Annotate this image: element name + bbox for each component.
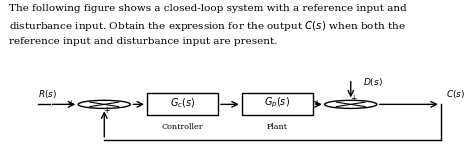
Text: +: + xyxy=(104,106,110,115)
Text: $G_p(s)$: $G_p(s)$ xyxy=(264,96,290,110)
Text: $D(s)$: $D(s)$ xyxy=(363,76,383,88)
Text: $R(s)$: $R(s)$ xyxy=(38,88,57,100)
Text: Controller: Controller xyxy=(162,123,203,131)
Text: $C(s)$: $C(s)$ xyxy=(446,88,465,100)
Text: +: + xyxy=(67,100,73,108)
Text: The following figure shows a closed-loop system with a reference input and
distu: The following figure shows a closed-loop… xyxy=(9,4,407,46)
Text: +: + xyxy=(350,94,356,103)
Text: Plant: Plant xyxy=(267,123,288,131)
Text: +: + xyxy=(314,100,320,108)
Text: $G_c(s)$: $G_c(s)$ xyxy=(170,96,195,110)
